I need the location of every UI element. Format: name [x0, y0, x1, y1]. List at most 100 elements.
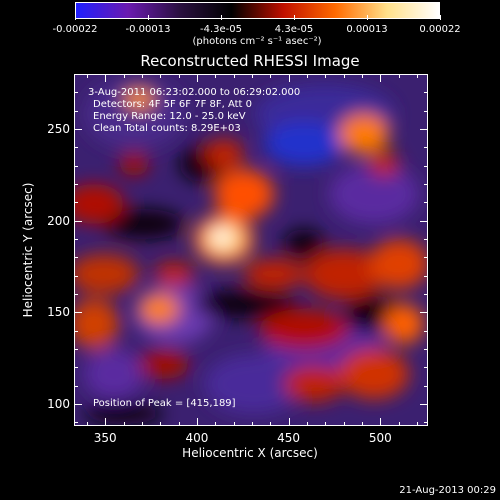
y-minor-tick-right: [424, 331, 428, 332]
x-minor-tick-top: [380, 74, 381, 78]
y-tick-label: 250: [28, 122, 70, 136]
x-minor-tick-top: [399, 74, 400, 78]
y-minor-tick-right: [424, 184, 428, 185]
y-minor-tick-right: [424, 386, 428, 387]
colorbar-tick: [440, 15, 441, 20]
colorbar-tick-label: -0.00013: [126, 24, 171, 35]
colorbar-tick-label: 0.00022: [419, 24, 460, 35]
y-minor-tick-right: [424, 257, 428, 258]
x-axis-label: Heliocentric X (arcsec): [0, 446, 500, 460]
x-minor-tick: [234, 422, 235, 426]
x-tick-label: 350: [94, 431, 117, 445]
y-minor-tick-right: [424, 111, 428, 112]
y-minor-tick: [74, 92, 78, 93]
colorbar-tick: [221, 15, 222, 20]
annotation-time: 3-Aug-2011 06:23:02.000 to 06:29:02.000: [88, 87, 300, 98]
y-minor-tick: [74, 74, 78, 75]
x-tick-label: 450: [277, 431, 300, 445]
x-minor-tick-top: [142, 74, 143, 78]
x-minor-tick: [215, 422, 216, 426]
colorbar-tick-label: -0.00022: [53, 24, 98, 35]
y-minor-tick-right: [424, 92, 428, 93]
y-minor-tick-right: [424, 294, 428, 295]
x-minor-tick: [197, 422, 198, 426]
colorbar-tick: [75, 15, 76, 20]
x-minor-tick: [289, 422, 290, 426]
x-minor-tick-top: [215, 74, 216, 78]
x-minor-tick: [160, 422, 161, 426]
y-minor-tick: [74, 129, 78, 130]
y-minor-tick-right: [424, 349, 428, 350]
x-minor-tick-top: [417, 74, 418, 78]
date-stamp: 21-Aug-2013 00:29: [399, 485, 496, 496]
annotation-clean: Clean Total counts: 8.29E+03: [93, 123, 241, 134]
annotation-detectors: Detectors: 4F 5F 6F 7F 8F, Att 0: [93, 99, 252, 110]
y-minor-tick-right: [424, 312, 428, 313]
annotation-energy: Energy Range: 12.0 - 25.0 keV: [93, 111, 246, 122]
y-minor-tick: [74, 349, 78, 350]
y-minor-tick: [74, 239, 78, 240]
y-minor-tick-right: [424, 147, 428, 148]
colorbar-tick: [294, 15, 295, 20]
y-axis-label: Heliocentric Y (arcsec): [21, 183, 35, 318]
x-minor-tick-top: [179, 74, 180, 78]
colorbar-tick: [367, 15, 368, 20]
y-minor-tick-right: [424, 129, 428, 130]
x-minor-tick-top: [160, 74, 161, 78]
x-minor-tick: [362, 422, 363, 426]
y-minor-tick: [74, 331, 78, 332]
x-minor-tick: [380, 422, 381, 426]
x-minor-tick-top: [289, 74, 290, 78]
colorbar-tick-label: 0.00013: [346, 24, 387, 35]
x-tick-label: 500: [369, 431, 392, 445]
x-minor-tick: [325, 422, 326, 426]
annotation-peak: Position of Peak = [415,189]: [93, 398, 236, 409]
colorbar-tick-label: -4.3e-05: [200, 24, 242, 35]
y-minor-tick: [74, 386, 78, 387]
y-minor-tick-right: [424, 239, 428, 240]
x-minor-tick: [142, 422, 143, 426]
x-minor-tick-top: [87, 74, 88, 78]
y-minor-tick: [74, 257, 78, 258]
y-minor-tick-right: [424, 74, 428, 75]
x-minor-tick-top: [270, 74, 271, 78]
y-minor-tick: [74, 312, 78, 313]
x-minor-tick-top: [362, 74, 363, 78]
x-tick-label: 400: [185, 431, 208, 445]
x-minor-tick: [87, 422, 88, 426]
x-minor-tick-top: [124, 74, 125, 78]
x-minor-tick-top: [252, 74, 253, 78]
x-minor-tick: [399, 422, 400, 426]
plot-title: Reconstructed RHESSI Image: [0, 52, 500, 70]
colorbar-units: (photons cm⁻² s⁻¹ asec⁻²): [192, 36, 321, 47]
x-minor-tick: [307, 422, 308, 426]
y-minor-tick: [74, 221, 78, 222]
y-minor-tick-right: [424, 276, 428, 277]
y-minor-tick: [74, 147, 78, 148]
x-minor-tick-top: [234, 74, 235, 78]
x-minor-tick-top: [325, 74, 326, 78]
y-minor-tick: [74, 166, 78, 167]
colorbar-tick: [148, 15, 149, 20]
y-minor-tick-right: [424, 166, 428, 167]
y-tick-label: 100: [28, 397, 70, 411]
x-minor-tick: [179, 422, 180, 426]
y-minor-tick: [74, 111, 78, 112]
x-minor-tick-top: [105, 74, 106, 78]
x-minor-tick: [270, 422, 271, 426]
y-minor-tick-right: [424, 221, 428, 222]
colorbar-tick-label: 4.3e-05: [275, 24, 313, 35]
y-minor-tick: [74, 422, 78, 423]
y-minor-tick: [74, 404, 78, 405]
y-minor-tick-right: [424, 367, 428, 368]
x-minor-tick: [344, 422, 345, 426]
y-minor-tick-right: [424, 422, 428, 423]
x-minor-tick: [252, 422, 253, 426]
y-minor-tick: [74, 202, 78, 203]
y-minor-tick-right: [424, 404, 428, 405]
y-minor-tick: [74, 276, 78, 277]
x-minor-tick-top: [344, 74, 345, 78]
x-minor-tick-top: [307, 74, 308, 78]
colorbar: [75, 2, 440, 19]
x-minor-tick: [124, 422, 125, 426]
